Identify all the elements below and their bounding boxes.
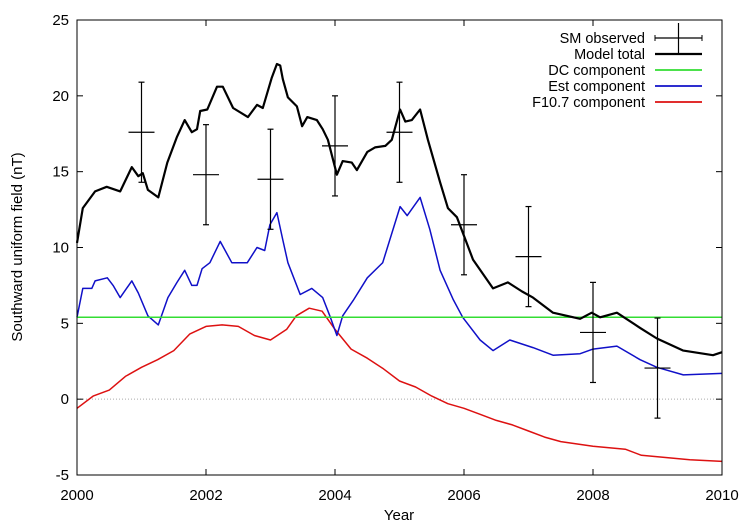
legend-label-observed: SM observed xyxy=(560,31,645,47)
legend-label-dc: DC component xyxy=(548,63,645,79)
observed-point-3 xyxy=(322,95,348,197)
y-tick-label: 25 xyxy=(52,12,69,29)
observed-point-7 xyxy=(580,281,606,384)
y-tick-label: 15 xyxy=(52,164,69,181)
x-tick-label: 2002 xyxy=(189,487,222,504)
y-tick-label: 10 xyxy=(52,240,69,257)
series-line-f107 xyxy=(76,307,723,463)
observed-point-0 xyxy=(128,81,155,183)
y-tick-label: -5 xyxy=(56,467,69,484)
observed-point-1 xyxy=(193,124,219,226)
observed-point-6 xyxy=(515,205,542,308)
observed-point-5 xyxy=(451,174,477,276)
x-tick-label: 2008 xyxy=(576,487,609,504)
y-tick-label: 5 xyxy=(61,315,69,332)
x-tick-label: 2000 xyxy=(60,487,93,504)
observed-point-4 xyxy=(386,81,413,183)
y-tick-label: 0 xyxy=(61,391,69,408)
observed-point-2 xyxy=(257,128,284,230)
series-line-total xyxy=(75,62,723,357)
observed-point-8 xyxy=(644,317,671,419)
x-axis-label: Year xyxy=(384,507,414,524)
y-tick-label: 20 xyxy=(52,88,69,105)
plot-marks xyxy=(75,62,723,463)
x-tick-label: 2010 xyxy=(705,487,738,504)
axis-ticks: 2000 2002 2004 2006 2008 2010 -5 0 5 10 15 20 25 xyxy=(52,12,738,504)
x-tick-label: 2004 xyxy=(318,487,351,504)
y-axis-label: Southward uniform field (nT) xyxy=(9,152,26,341)
x-tick-label: 2006 xyxy=(447,487,480,504)
legend-label-f107: F10.7 component xyxy=(532,95,645,111)
legend-label-total: Model total xyxy=(574,47,645,63)
legend-label-est: Est component xyxy=(548,79,645,95)
series-line-est xyxy=(76,196,723,376)
